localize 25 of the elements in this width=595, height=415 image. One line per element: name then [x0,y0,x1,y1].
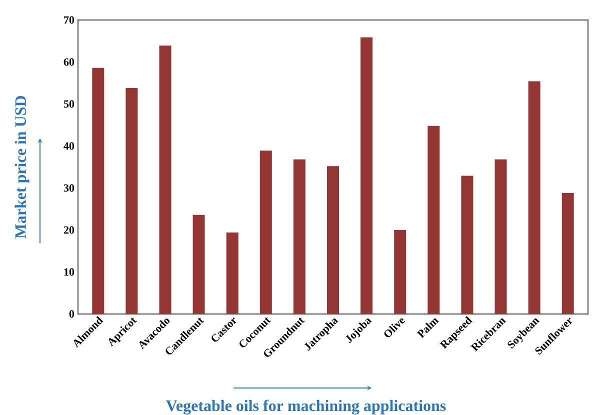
bar [360,37,373,314]
bar [226,232,238,314]
y-tick-label: 30 [64,184,74,192]
y-tick-label: 40 [64,142,74,150]
bar [293,159,306,314]
bar [92,68,104,314]
y-tick-label: 20 [64,226,74,234]
bar [394,230,406,314]
bar [461,176,474,314]
bar [159,46,172,314]
bar [428,126,440,314]
bar [126,88,138,314]
y-tick-label: 60 [64,58,74,66]
bar [327,166,339,314]
bar [494,159,507,314]
bar [562,193,574,314]
bar [260,150,272,314]
y-axis-title: Market price in USD [14,96,30,238]
y-tick-label: 70 [64,16,74,24]
y-tick-label: 0 [69,310,74,318]
y-tick-label: 50 [64,100,74,108]
x-axis-title: Vegetable oils for machining applications [166,400,446,415]
y-tick-label: 10 [64,268,74,276]
bar [528,81,540,314]
bar [192,214,205,314]
